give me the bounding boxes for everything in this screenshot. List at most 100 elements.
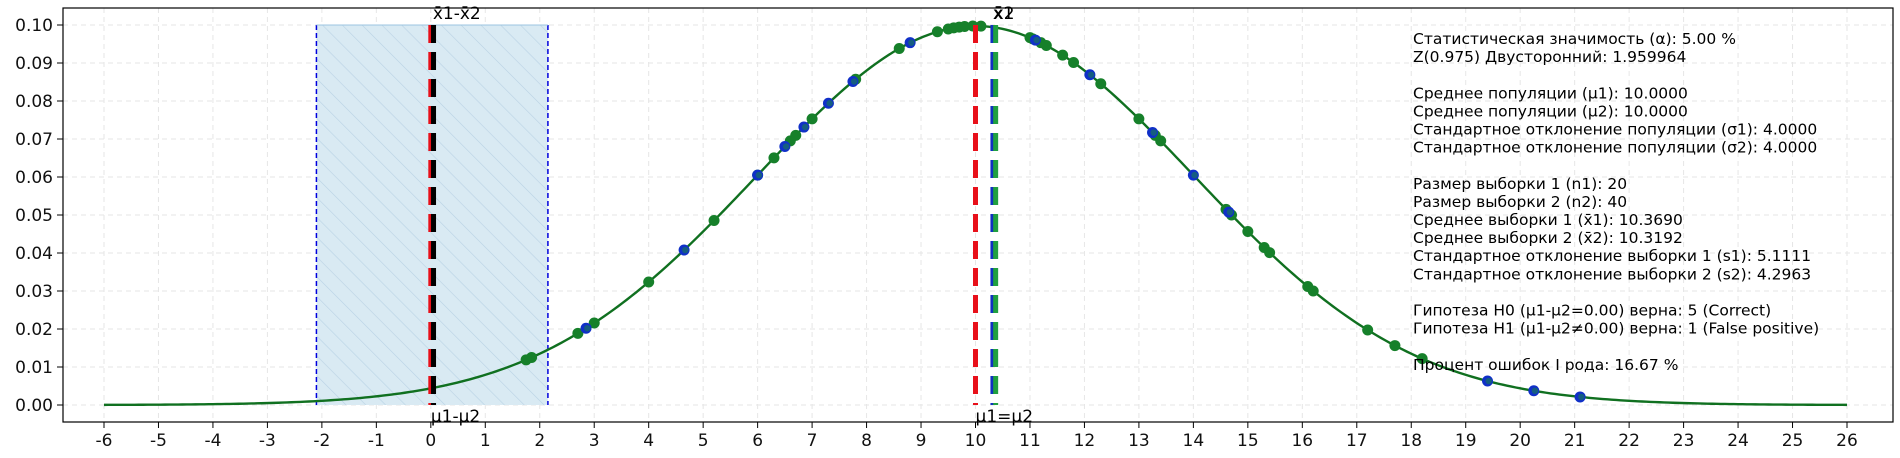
sample-point-green xyxy=(526,351,538,363)
y-tick-label: 0.01 xyxy=(15,358,53,378)
info-line: Размер выборки 1 (n1): 20 xyxy=(1413,175,1627,193)
x-tick-label: 21 xyxy=(1564,431,1586,451)
y-tick-label: 0.08 xyxy=(15,92,53,112)
info-line: Среднее популяции (μ1): 10.0000 xyxy=(1413,84,1688,102)
y-tick-label: 0.03 xyxy=(15,282,53,302)
sample-point-green xyxy=(1264,247,1276,259)
y-tick-label: 0.04 xyxy=(15,244,53,264)
sample-point-green xyxy=(893,43,905,55)
sample-point-blue-overlay xyxy=(755,171,763,179)
tick-labels: -6 -5 -4 -3 -2 -1 0 1 2 3 4 5 6 7 8 9 10 11 12 13 14 15 16 17 18… xyxy=(15,16,1858,451)
sample-point-green xyxy=(1242,225,1254,237)
sample-point-green xyxy=(1133,113,1145,125)
sample-point-blue-overlay xyxy=(850,78,858,85)
x-tick-label: -6 xyxy=(96,431,113,451)
x-tick-label: 22 xyxy=(1618,431,1640,451)
sample-point-green xyxy=(931,26,943,38)
sample-point-green xyxy=(959,20,971,32)
sample-point-green xyxy=(1389,340,1401,352)
x-tick-label: 23 xyxy=(1673,431,1695,451)
x-tick-label: 11 xyxy=(1019,431,1041,451)
sample-point-blue-overlay xyxy=(1087,71,1095,78)
x-tick-label: 15 xyxy=(1237,431,1259,451)
annotation-x2: x̄2 xyxy=(994,4,1015,24)
sample-point-blue-overlay xyxy=(1578,393,1585,401)
sample-point-blue-overlay xyxy=(801,123,809,131)
x-tick-label: 12 xyxy=(1074,431,1096,451)
y-tick-label: 0.06 xyxy=(15,168,53,188)
annotations: x̄1-x̄2 μ1-μ2 x̄1x̄2 μ1=μ2 xyxy=(431,4,1033,427)
sample-point-blue-overlay xyxy=(1191,171,1198,179)
x-tick-label: 20 xyxy=(1509,431,1531,451)
annotation-x1x2: x̄1-x̄2 xyxy=(433,4,481,24)
x-tick-label: 16 xyxy=(1291,431,1313,451)
info-line: Процент ошибок I рода: 16.67 % xyxy=(1413,356,1678,374)
x-tick-label: 0 xyxy=(425,431,436,451)
x-tick-label: 10 xyxy=(965,431,987,451)
x-tick-label: 13 xyxy=(1128,431,1150,451)
x-tick-label: 7 xyxy=(807,431,818,451)
sample-point-blue-overlay xyxy=(1226,208,1234,216)
x-tick-label: -5 xyxy=(150,431,167,451)
x-tick-label: 19 xyxy=(1455,431,1477,451)
sample-point-blue-overlay xyxy=(908,39,915,46)
info-line: Стандартное отклонение выборки 2 (s2): 4… xyxy=(1413,265,1811,283)
sample-point-blue-overlay xyxy=(1485,377,1492,385)
x-tick-label: 2 xyxy=(534,431,545,451)
sample-point-blue-overlay xyxy=(682,246,689,254)
x-tick-label: 9 xyxy=(916,431,927,451)
sample-point-blue-overlay xyxy=(782,143,790,150)
info-line: Стандартное отклонение выборки 1 (s1): 5… xyxy=(1413,247,1811,265)
info-line: Гипотеза H1 (μ1-μ2≠0.00) верна: 1 (False… xyxy=(1413,320,1819,338)
x-tick-label: 26 xyxy=(1836,431,1858,451)
annotation-mu_eq: μ1=μ2 xyxy=(976,407,1034,427)
info-line: Гипотеза H0 (μ1-μ2=0.00) верна: 5 (Corre… xyxy=(1413,302,1771,320)
sample-point-blue-overlay xyxy=(1033,36,1040,44)
x-tick-label: 8 xyxy=(861,431,872,451)
info-line: Статистическая значимость (α): 5.00 % xyxy=(1413,30,1736,48)
sample-point-green xyxy=(1307,285,1319,297)
x-tick-label: 4 xyxy=(643,431,654,451)
info-line: Среднее выборки 2 (x̄2): 10.3192 xyxy=(1413,229,1683,247)
x-tick-label: 1 xyxy=(480,431,491,451)
annotation-mu_diff: μ1-μ2 xyxy=(431,407,480,427)
y-tick-label: 0.05 xyxy=(15,206,53,226)
x-tick-label: -4 xyxy=(204,431,221,451)
sample-point-green xyxy=(1040,40,1052,52)
x-tick-label: 14 xyxy=(1183,431,1205,451)
sample-points xyxy=(520,20,1586,403)
sample-point-green xyxy=(1057,49,1069,61)
info-line: Среднее выборки 1 (x̄1): 10.3690 xyxy=(1413,211,1683,229)
info-line: Стандартное отклонение популяции (σ1): 4… xyxy=(1413,121,1817,139)
sample-point-blue-overlay xyxy=(1531,387,1539,394)
x-tick-label: -3 xyxy=(259,431,276,451)
reference-lines xyxy=(428,25,999,405)
sample-point-green xyxy=(768,152,780,164)
info-line: Среднее популяции (μ2): 10.0000 xyxy=(1413,102,1688,120)
x-tick-label: 18 xyxy=(1400,431,1422,451)
y-tick-label: 0.00 xyxy=(15,396,53,416)
x-tick-label: 3 xyxy=(589,431,600,451)
x-tick-label: 17 xyxy=(1346,431,1368,451)
x-tick-label: 6 xyxy=(752,431,763,451)
sample-point-green xyxy=(1068,56,1080,68)
info-panel: Статистическая значимость (α): 5.00 %Z(0… xyxy=(1413,30,1819,374)
x-tick-label: -1 xyxy=(368,431,385,451)
x-tick-label: -2 xyxy=(313,431,330,451)
sample-point-blue-overlay xyxy=(1150,129,1157,136)
sample-point-green xyxy=(975,20,987,32)
sample-point-green xyxy=(1155,135,1167,147)
sample-point-blue-overlay xyxy=(826,100,833,107)
x-tick-label: 24 xyxy=(1727,431,1749,451)
sample-point-green xyxy=(1095,78,1107,90)
y-tick-label: 0.07 xyxy=(15,130,53,150)
x-tick-label: 5 xyxy=(698,431,709,451)
sample-point-green xyxy=(790,129,802,141)
x-tick-label: 25 xyxy=(1782,431,1804,451)
info-line: Z(0.975) Двусторонний: 1.959964 xyxy=(1413,48,1686,66)
sample-point-blue-overlay xyxy=(584,325,591,332)
y-tick-label: 0.02 xyxy=(15,320,53,340)
sample-point-green xyxy=(1416,353,1428,365)
